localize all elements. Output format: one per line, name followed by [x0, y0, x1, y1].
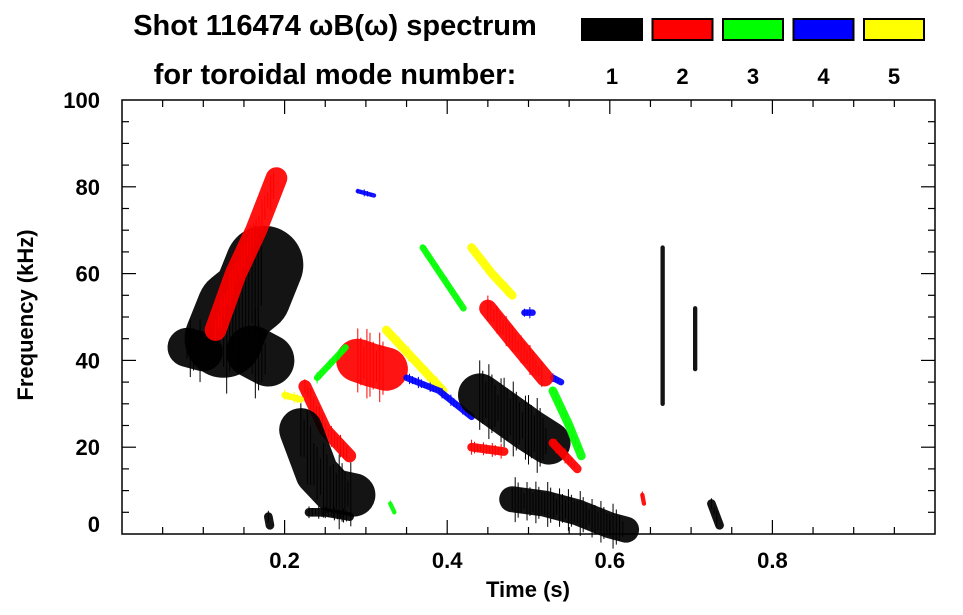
spectrum-feature-mode-2 — [204, 167, 288, 341]
legend-label-mode-5: 5 — [888, 64, 900, 89]
legend-swatch-mode-4 — [792, 18, 855, 41]
spectrum-feature-mode-2 — [467, 442, 509, 456]
spectrum-feature-mode-4 — [549, 374, 565, 386]
spectrum-feature-mode-1 — [707, 499, 724, 530]
legend: 1 2 3 4 5 — [581, 18, 925, 89]
y-axis-label: Frequency (kHz) — [13, 229, 38, 400]
legend-label-mode-4: 4 — [817, 64, 830, 89]
y-tick-label: 40 — [76, 348, 100, 373]
spectrum-feature-mode-3 — [388, 501, 397, 515]
legend-swatch-mode-5 — [863, 18, 925, 41]
legend-swatch-mode-1 — [581, 18, 643, 41]
y-tick-label: 20 — [76, 435, 100, 460]
y-tick-label: 80 — [76, 175, 100, 200]
chart-subtitle: for toroidal mode number: — [154, 59, 517, 91]
spectrum-feature-mode-1 — [226, 325, 295, 387]
legend-label-mode-2: 2 — [676, 64, 688, 89]
legend-label-mode-1: 1 — [606, 64, 618, 89]
spectrum-feature-mode-1 — [279, 408, 376, 517]
spectrum-feature-mode-1 — [499, 486, 640, 543]
x-tick-label: 0.2 — [269, 548, 300, 573]
legend-swatch-mode-2 — [651, 18, 714, 41]
chart-title: Shot 116474 ωB(ω) spectrum — [133, 10, 537, 42]
spectrum-feature-mode-4 — [355, 188, 377, 198]
x-tick-label: 0.6 — [595, 548, 626, 573]
spectrum-feature-mode-1 — [458, 373, 571, 465]
x-tick-label: 0.4 — [432, 548, 463, 573]
legend-swatch-mode-3 — [722, 18, 784, 41]
y-tick-label: 0 — [88, 512, 100, 537]
spectrum-marks — [167, 167, 724, 549]
spectrum-feature-mode-2 — [336, 338, 408, 391]
spectrum-feature-mode-5 — [281, 391, 305, 403]
y-tick-label: 60 — [76, 262, 100, 287]
spectrum-feature-mode-3 — [313, 344, 349, 382]
axes: 0.2 0.4 0.6 0.8 0 20 40 60 80 100 — [63, 88, 936, 573]
x-tick-label: 0.8 — [757, 548, 788, 573]
x-axis-label: Time (s) — [486, 577, 570, 602]
legend-label-mode-3: 3 — [747, 64, 759, 89]
y-tick-label: 100 — [63, 88, 100, 113]
